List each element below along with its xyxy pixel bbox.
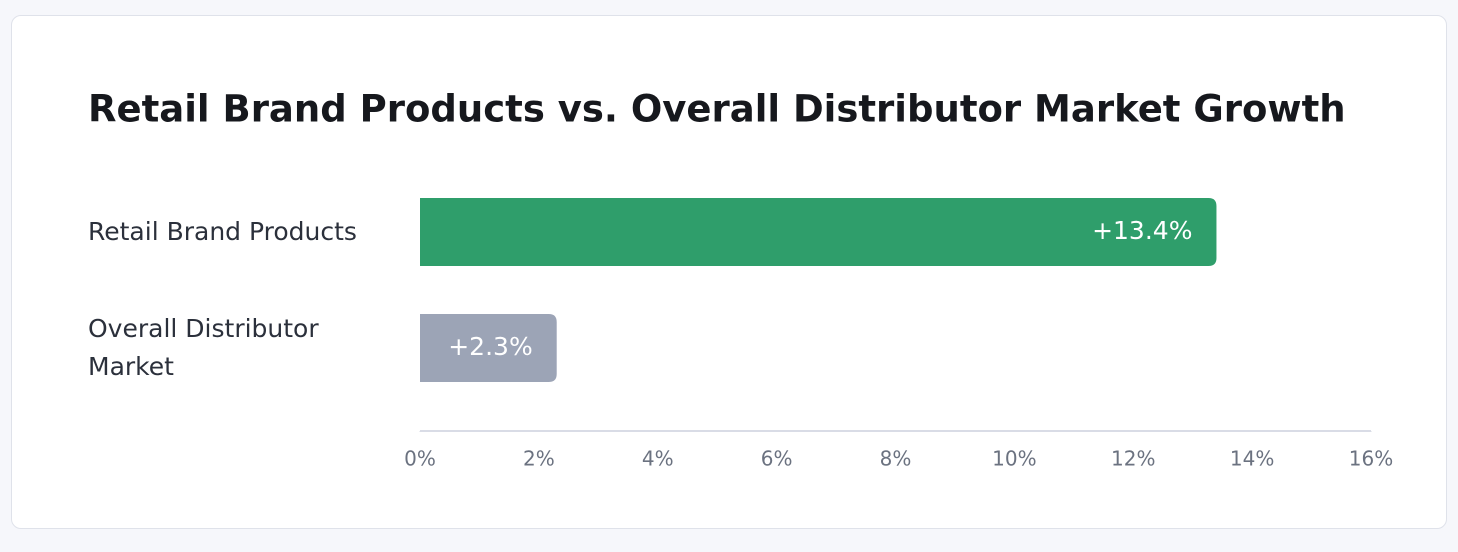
x-tick-label: 0% (404, 447, 436, 471)
value-label: +2.3% (448, 332, 532, 361)
bar (420, 198, 1217, 266)
card (11, 15, 1447, 529)
x-tick-label: 14% (1230, 447, 1274, 471)
category-label: Retail Brand Products (88, 217, 357, 246)
x-tick-label: 2% (523, 447, 555, 471)
x-tick-label: 8% (880, 447, 912, 471)
category-label: Overall Distributor Market (88, 314, 319, 381)
x-tick-label: 16% (1349, 447, 1393, 471)
x-tick-label: 12% (1111, 447, 1155, 471)
x-tick-label: 10% (992, 447, 1036, 471)
chart-title: Retail Brand Products vs. Overall Distri… (88, 88, 1346, 131)
x-tick-label: 6% (761, 447, 793, 471)
x-tick-label: 4% (642, 447, 674, 471)
value-label: +13.4% (1092, 216, 1192, 245)
bar (420, 314, 557, 382)
